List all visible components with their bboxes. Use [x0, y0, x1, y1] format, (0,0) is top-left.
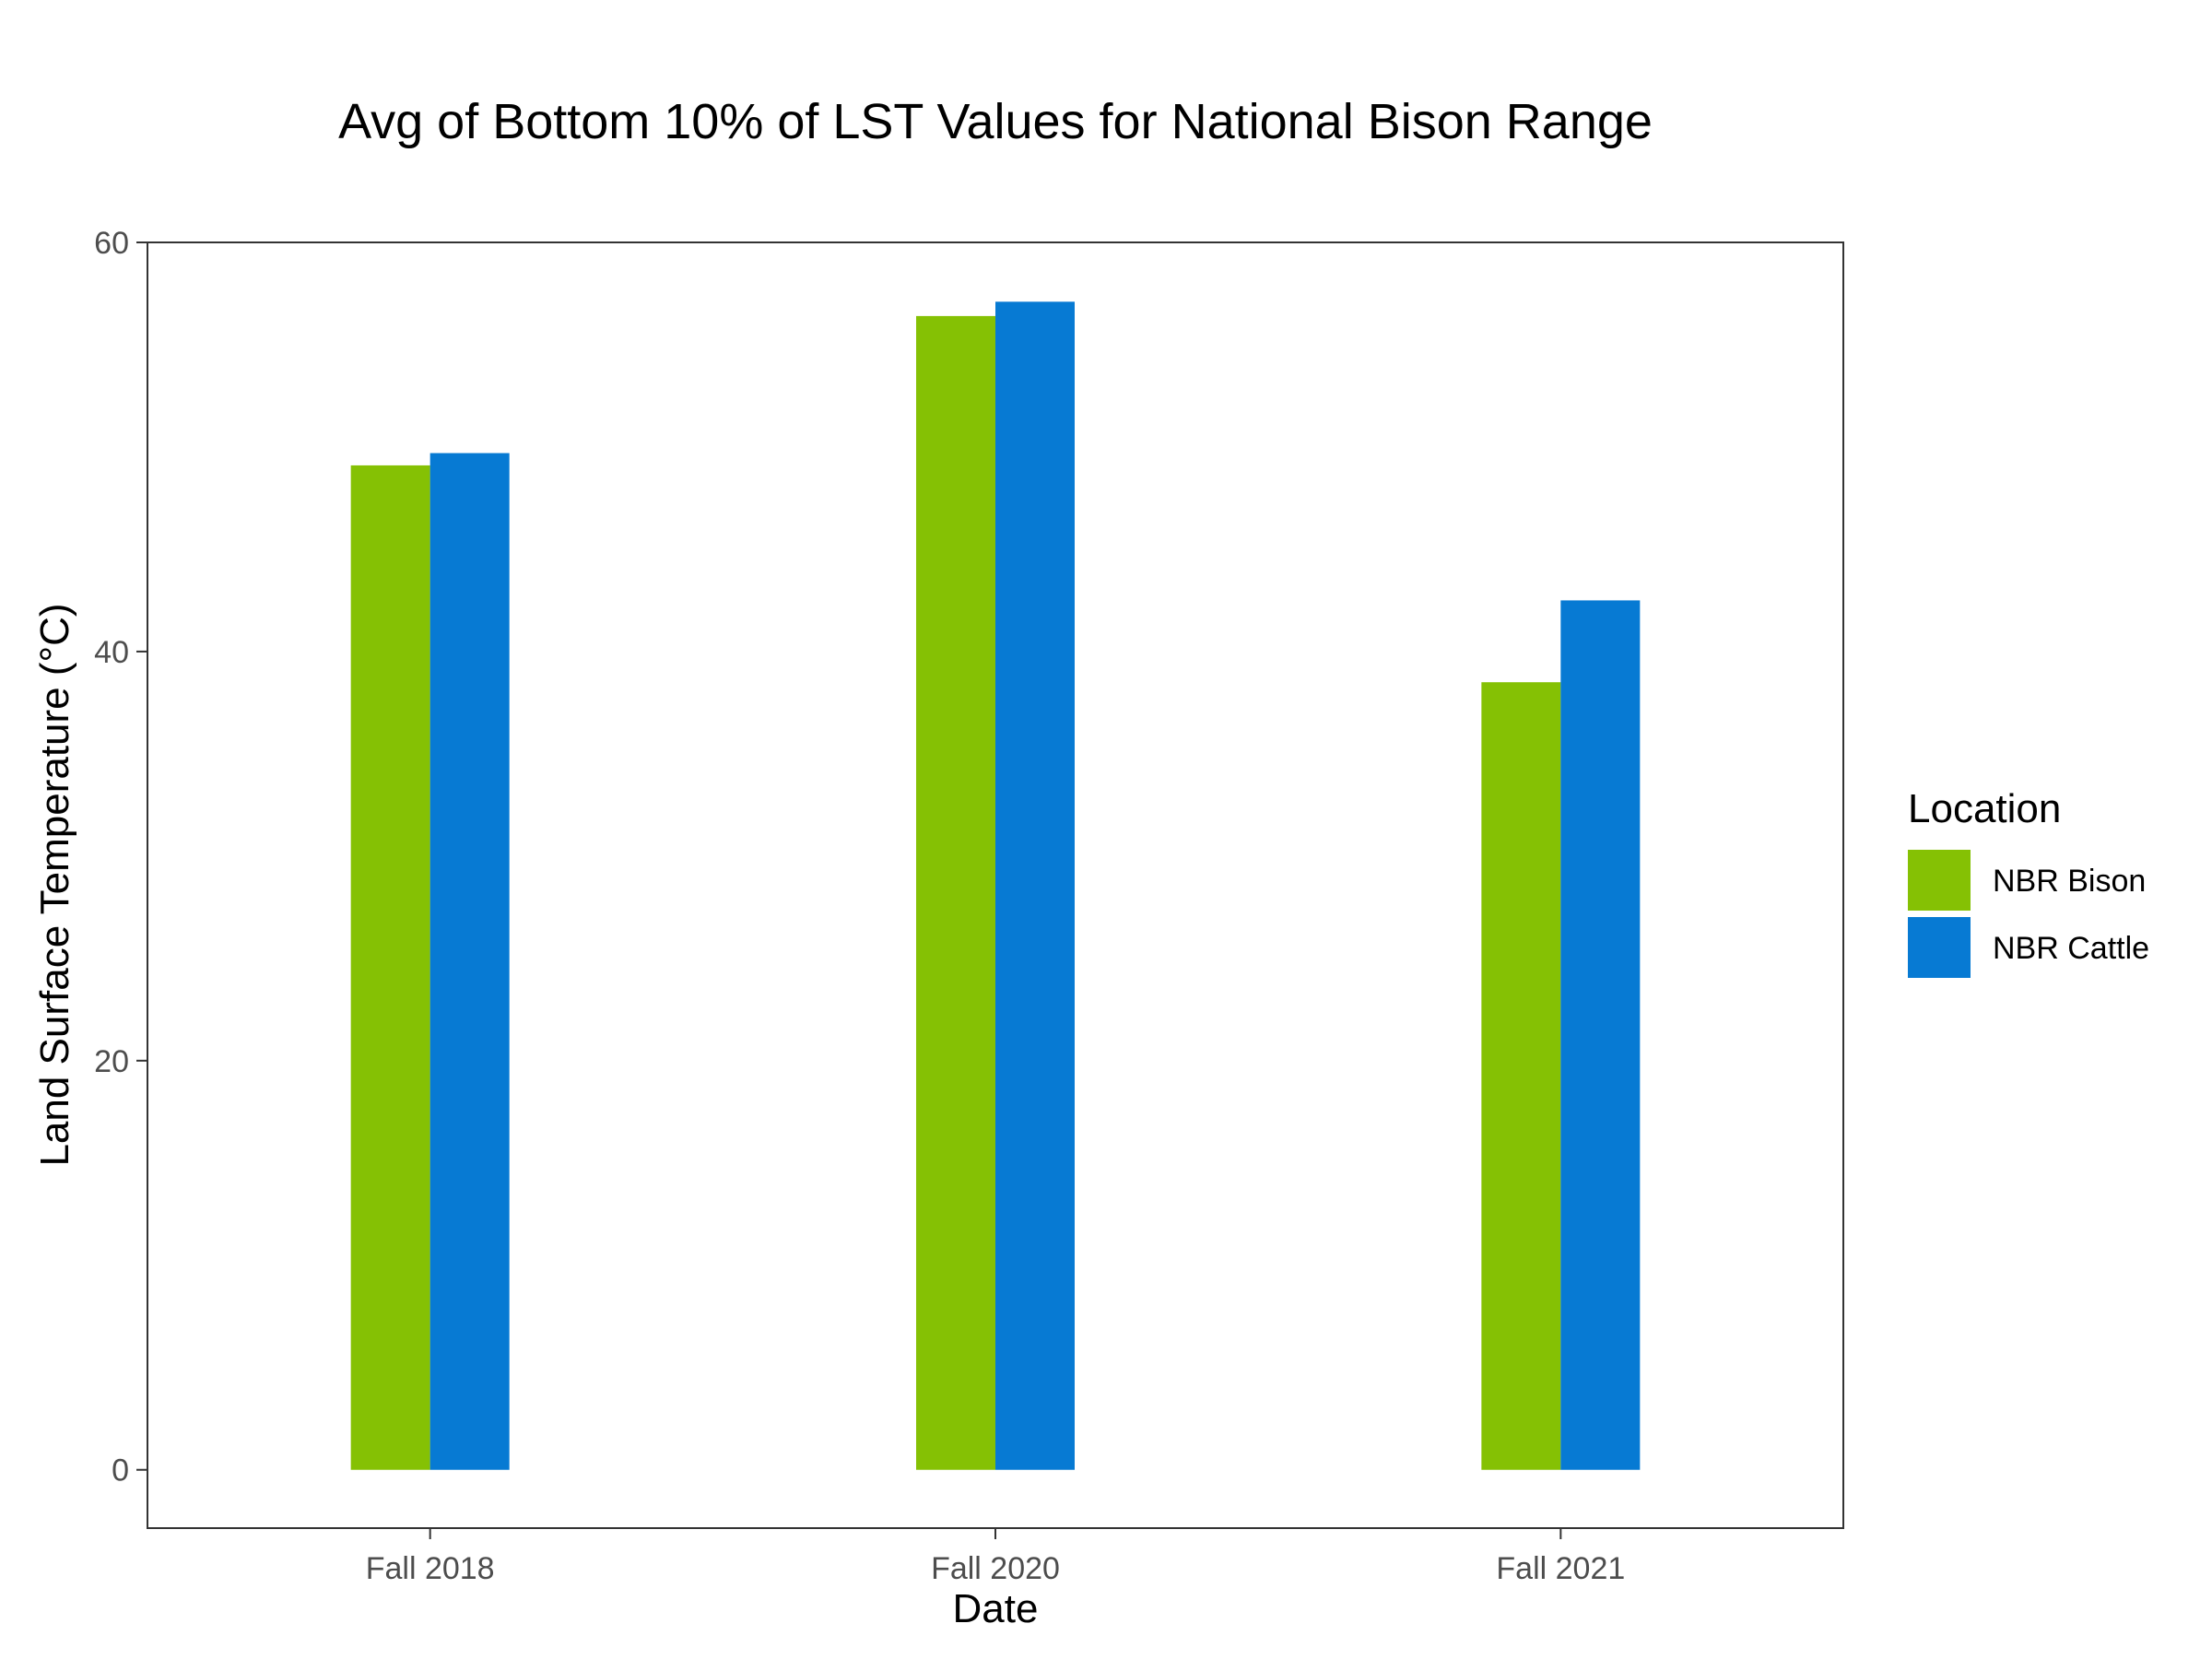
bar-nbr-cattle-fall-2020 — [995, 301, 1075, 1470]
legend-title: Location — [1908, 786, 2061, 831]
bar-nbr-bison-fall-2020 — [916, 315, 995, 1470]
legend: Location NBR Bison NBR Cattle — [1908, 786, 2149, 978]
legend-label-nbr-bison: NBR Bison — [1993, 864, 2146, 899]
y-tick-label: 60 — [94, 226, 129, 261]
bar-nbr-cattle-fall-2018 — [429, 453, 510, 1470]
bar-nbr-cattle-fall-2021 — [1560, 600, 1641, 1470]
legend-key-nbr-bison — [1908, 850, 1971, 911]
y-tick-label: 0 — [112, 1453, 129, 1488]
y-tick-label: 20 — [94, 1044, 129, 1079]
x-tick-label: Fall 2018 — [366, 1551, 495, 1586]
bars — [350, 301, 1641, 1470]
bar-nbr-bison-fall-2018 — [350, 465, 430, 1470]
y-tick-label: 40 — [94, 635, 129, 670]
x-axis: Fall 2018 Fall 2020 Fall 2021 — [366, 1528, 1625, 1586]
legend-key-nbr-cattle — [1908, 917, 1971, 978]
bar-nbr-bison-fall-2021 — [1481, 682, 1561, 1470]
x-axis-title: Date — [953, 1586, 1039, 1631]
chart-title: Avg of Bottom 10% of LST Values for Nati… — [338, 94, 1653, 149]
y-axis: 0 20 40 60 — [94, 226, 147, 1488]
x-tick-label: Fall 2020 — [931, 1551, 1060, 1586]
y-axis-title: Land Surface Temperature (°C) — [32, 603, 77, 1166]
legend-label-nbr-cattle: NBR Cattle — [1993, 931, 2149, 966]
x-tick-label: Fall 2021 — [1496, 1551, 1625, 1586]
